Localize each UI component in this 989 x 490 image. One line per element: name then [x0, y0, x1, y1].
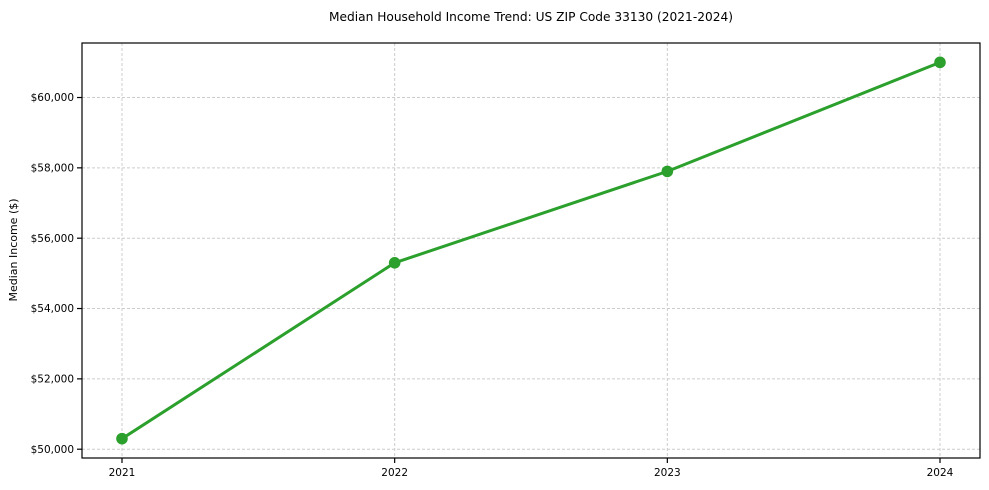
x-tick-label: 2024: [927, 467, 954, 479]
plot-border: [81, 42, 981, 459]
gridlines: [82, 43, 980, 458]
y-tick-label: $60,000: [31, 92, 74, 104]
y-axis-label: Median Income ($): [7, 198, 20, 301]
trend-line: [120, 60, 942, 441]
x-tick-label: 2021: [109, 467, 136, 479]
data-point-2023: [661, 165, 674, 178]
axis-ticks: [77, 96, 941, 463]
data-series: [116, 56, 946, 445]
y-tick-label: $58,000: [31, 162, 74, 174]
chart-title: Median Household Income Trend: US ZIP Co…: [329, 10, 733, 24]
data-point-2021: [116, 432, 128, 445]
data-point-2022: [388, 257, 401, 269]
axis-tick-labels: $50,000 $52,000 $54,000 $56,000 $58,000 $60,0…: [31, 92, 954, 479]
y-tick-label: $50,000: [31, 444, 74, 456]
x-tick-label: 2023: [654, 467, 681, 479]
y-tick-label: $56,000: [31, 233, 74, 245]
y-tick-label: $52,000: [31, 373, 74, 385]
data-point-2024: [934, 56, 946, 69]
y-tick-label: $54,000: [31, 303, 74, 315]
x-tick-label: 2022: [381, 467, 408, 479]
